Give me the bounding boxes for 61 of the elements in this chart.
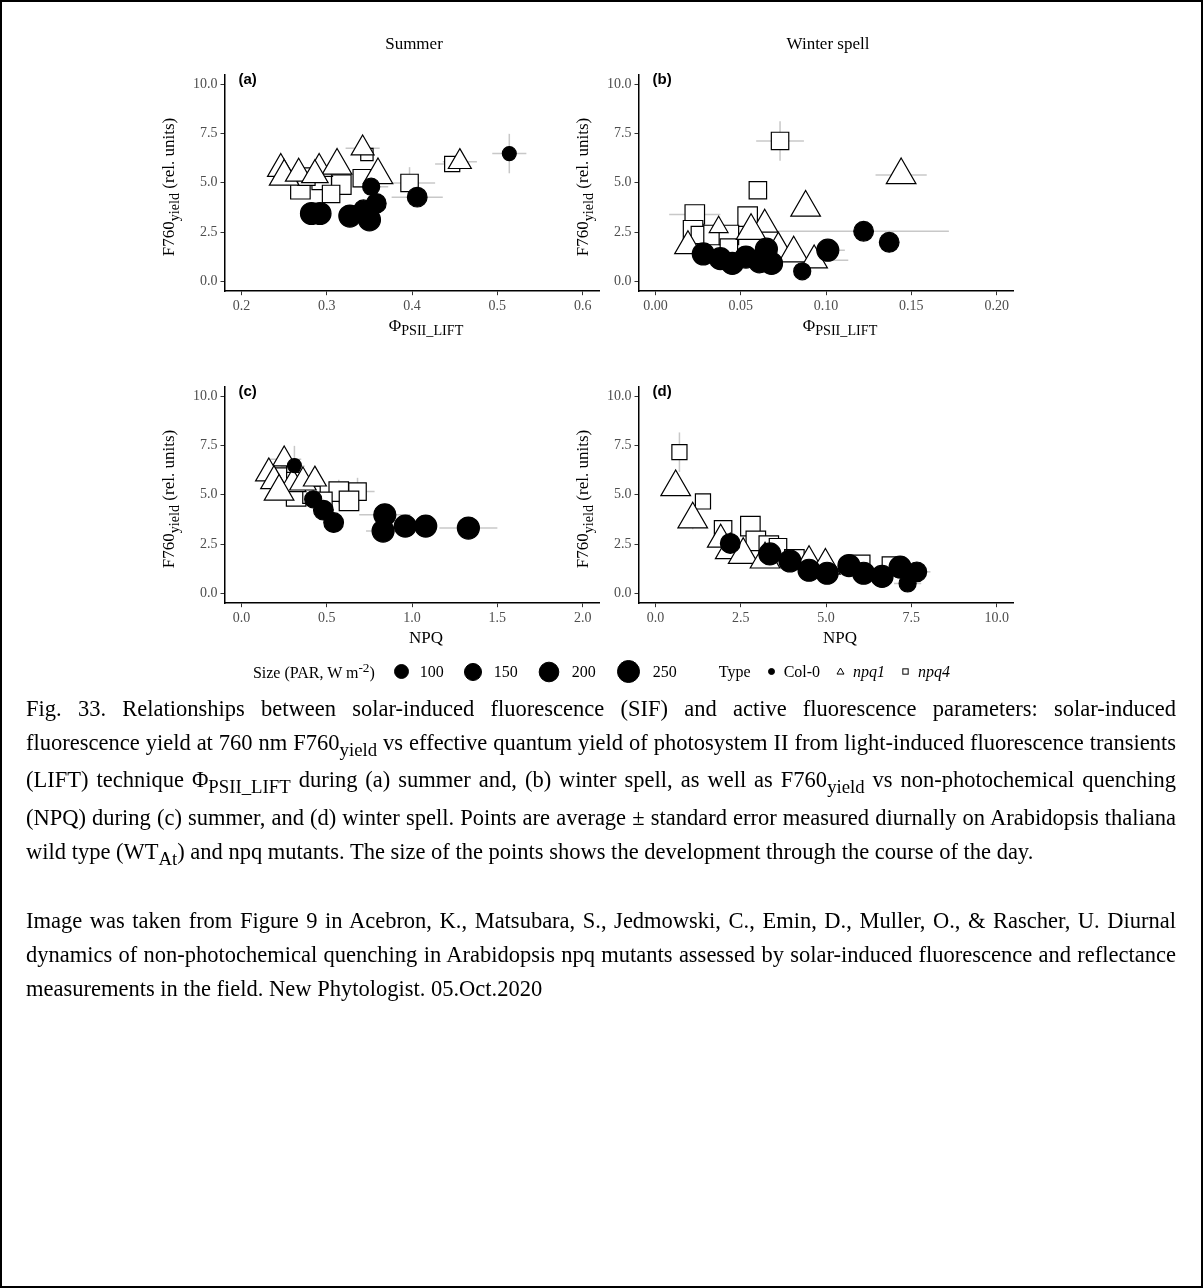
- x-tick-label: 0.2: [232, 298, 251, 314]
- y-tick-label: 7.5: [614, 125, 632, 141]
- y-tick-label: 5.0: [614, 174, 632, 190]
- legend-label: 100: [419, 662, 444, 681]
- legend-label: 150: [493, 662, 518, 681]
- y-tick-label: 10.0: [193, 75, 218, 91]
- x-tick-label: 2.5: [732, 610, 750, 626]
- chart-subtitle: (b): [652, 69, 672, 87]
- x-tick-label: 0.20: [984, 298, 1009, 314]
- text: Size (PAR, W m$^{-2}$): [252, 660, 375, 683]
- x-axis-title: NPQ: [822, 628, 858, 648]
- chart-subtitle: (c): [238, 381, 257, 399]
- y-tick-label: 10.0: [607, 387, 632, 403]
- x-tick-label: 10.0: [984, 610, 1009, 626]
- x-tick-label: 0.5: [488, 298, 507, 314]
- legend-title: Type: [718, 662, 751, 681]
- x-tick-label: 0.6: [573, 298, 592, 314]
- y-tick-label: 7.5: [200, 125, 218, 141]
- legend-label: 250: [652, 662, 677, 681]
- text: Image was taken from Figure 9 in Acebron, K., Matsubara, S., Jedmowski, C., Emin, D., Muller, O., & Rascher, U. Diurnal dynamics of non-photochemical quenching in Arabidopsis npq mutants assessed by solar-induced fluorescence and reflectance measurements in the field. New Phytologist. 05.Oct.2020: [26, 907, 1176, 1003]
- y-tick-label: 10.0: [193, 387, 218, 403]
- chart-subtitle: (a): [238, 69, 257, 87]
- y-tick-label: 0.0: [200, 585, 218, 601]
- x-tick-label: 0.10: [813, 298, 839, 314]
- x-tick-label: 1.0: [403, 610, 421, 626]
- x-tick-label: 0.00: [643, 298, 668, 314]
- legend-label: npq1: [853, 662, 886, 681]
- y-tick-label: 2.5: [200, 535, 218, 551]
- x-tick-label: 0.05: [728, 298, 754, 314]
- y-tick-label: 5.0: [200, 486, 218, 502]
- y-tick-label: 7.5: [200, 437, 218, 453]
- x-tick-label: 5.0: [817, 610, 835, 626]
- x-tick-label: 2.0: [573, 610, 592, 626]
- y-tick-label: 10.0: [607, 75, 632, 91]
- x-tick-label: 7.5: [902, 610, 921, 626]
- y-tick-label: 5.0: [614, 486, 632, 502]
- y-tick-label: 0.0: [614, 273, 632, 289]
- chart-subtitle: (d): [652, 381, 672, 399]
- legend-label: npq4: [918, 662, 951, 681]
- y-tick-label: 5.0: [200, 174, 218, 190]
- x-tick-label: 0.0: [646, 610, 665, 626]
- x-axis-title: NPQ: [408, 628, 444, 648]
- y-tick-label: 7.5: [614, 437, 632, 453]
- y-tick-label: 2.5: [614, 223, 632, 239]
- chart-title: Winter spell: [785, 34, 871, 55]
- x-tick-label: 0.0: [232, 610, 251, 626]
- x-axis-title: Φ$_{PSII_LIFT}$: [801, 316, 879, 340]
- x-tick-label: 0.5: [318, 610, 336, 626]
- y-tick-label: 2.5: [200, 223, 218, 239]
- y-tick-label: 0.0: [200, 273, 218, 289]
- legend-label: 200: [571, 662, 596, 681]
- x-tick-label: 0.4: [403, 298, 421, 314]
- x-axis-title: Φ$_{PSII_LIFT}$: [387, 316, 465, 340]
- chart-title: Summer: [384, 34, 444, 55]
- x-tick-label: 0.15: [899, 298, 924, 314]
- y-tick-label: 2.5: [614, 535, 632, 551]
- y-tick-label: 0.0: [614, 585, 632, 601]
- x-tick-label: 0.3: [318, 298, 336, 314]
- text: Fig. 33. Relationships between solar-induced fluorescence (SIF) and active fluorescence parameters: solar-induced fluorescence yield at 760 nm F760$_{yield}$ vs effective quantum yield of photosystem II from light-induced fluorescence transients (LIFT) technique Φ$_{PSII_LIFT}$ during (a) summer and, (b) winter spell, as well as F760$_{yield}$ vs non-photochemical quenching (NPQ) during (c) summer, and (d) winter spell. Points are average ± standard error measured diurnally on Arabidopsis thaliana wild type (WT$_{At}$) and npq mutants. The size of the points shows the development through the course of the day.: [26, 696, 1177, 869]
- legend-label: Col-0: [783, 662, 821, 681]
- x-tick-label: 1.5: [488, 610, 507, 626]
